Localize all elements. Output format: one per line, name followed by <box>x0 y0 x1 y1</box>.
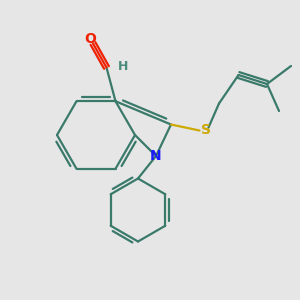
Text: S: S <box>200 124 211 137</box>
Text: N: N <box>150 149 162 163</box>
Text: O: O <box>84 32 96 46</box>
Text: H: H <box>118 59 128 73</box>
